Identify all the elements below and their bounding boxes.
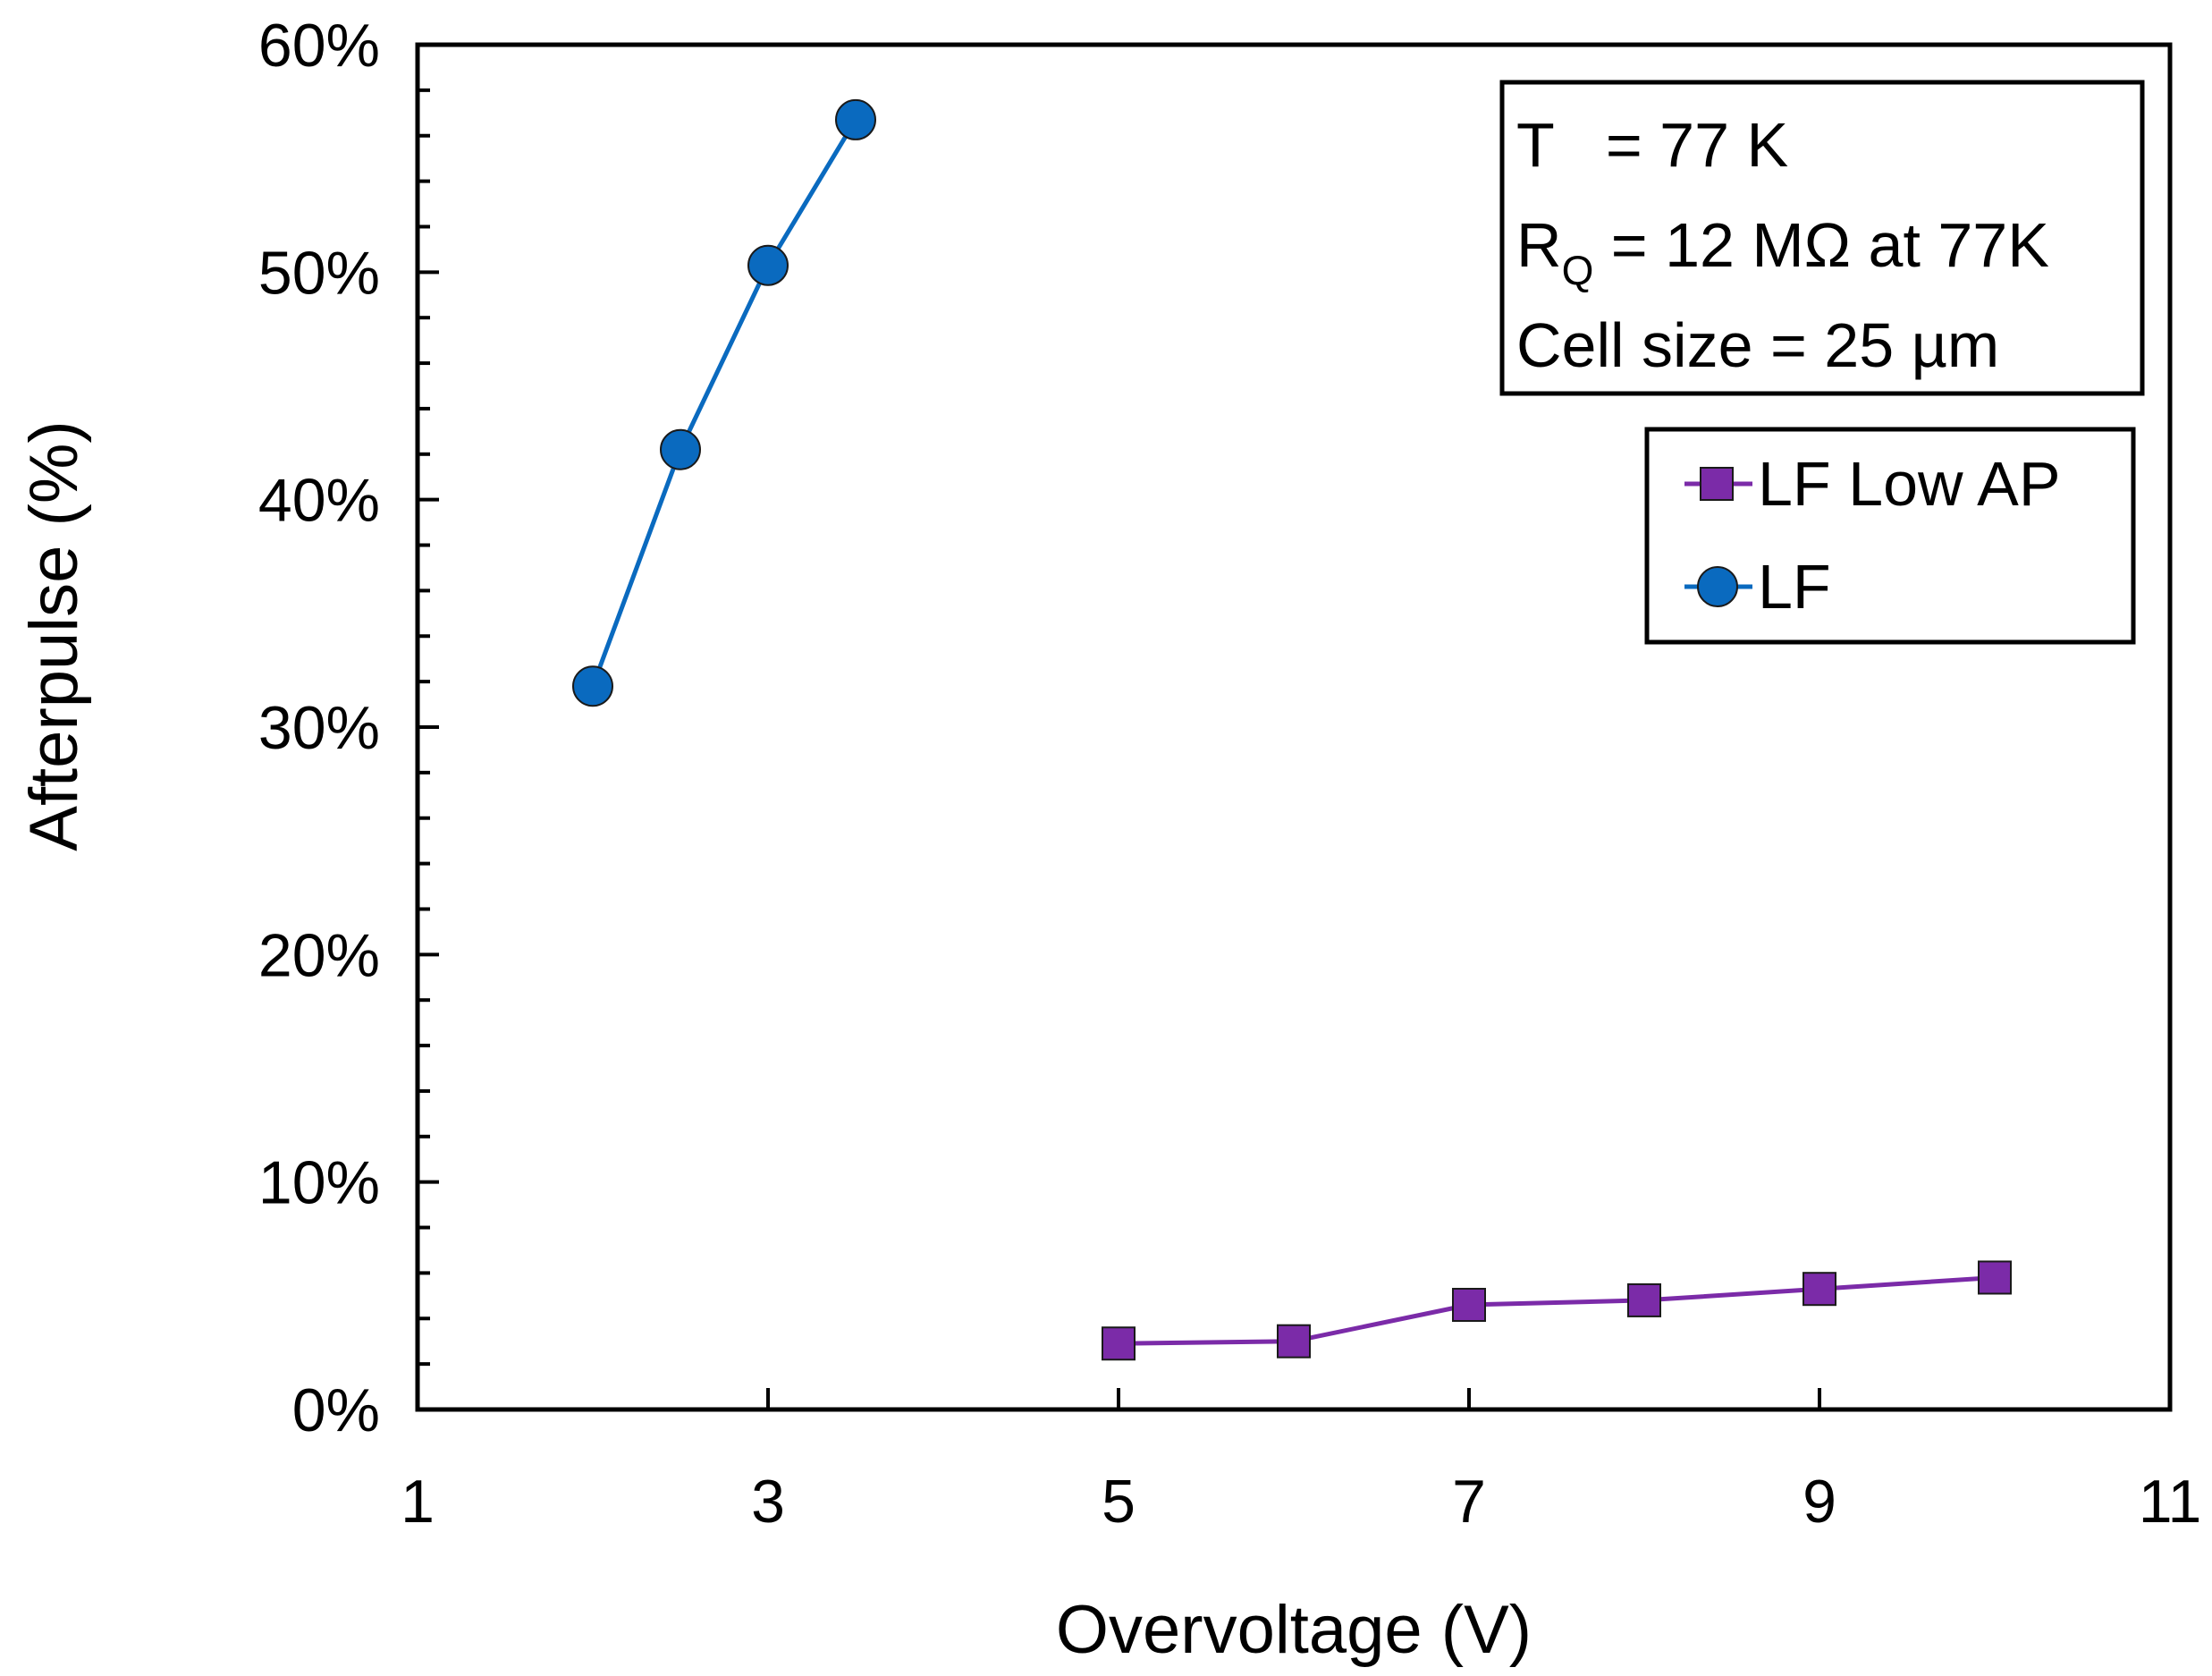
data-point-lf	[572, 665, 613, 707]
y-tick-label: 40%	[258, 467, 380, 535]
series-markers	[572, 98, 2012, 1361]
legend-marker-lf-low-ap	[1700, 467, 1734, 501]
data-point-lf	[660, 428, 701, 470]
info-box: T = 77 K RQ = 12 MΩ at 77K Cell size = 2…	[1499, 80, 2145, 396]
data-point-lf-low-ap	[1102, 1326, 1136, 1361]
y-tick-label: 20%	[258, 921, 380, 989]
data-point-lf-low-ap	[1452, 1288, 1486, 1323]
y-tick-label: 30%	[258, 694, 380, 762]
x-tick-label: 3	[751, 1468, 785, 1536]
legend-label-lf: LF	[1758, 552, 1831, 622]
data-point-lf-low-ap	[1277, 1324, 1311, 1359]
y-axis-title: Afterpulse (%)	[16, 420, 92, 851]
x-tick-label: 5	[1102, 1468, 1136, 1536]
data-point-lf	[835, 98, 876, 140]
x-tick-label: 9	[1803, 1468, 1836, 1536]
x-tick-label: 7	[1452, 1468, 1486, 1536]
y-tick-label: 10%	[258, 1149, 380, 1217]
data-point-lf	[747, 244, 789, 286]
series-lines	[590, 118, 1996, 1346]
legend-entry-lf: LF	[1684, 552, 1831, 622]
y-tick-label: 60%	[258, 12, 380, 80]
data-point-lf-low-ap	[1978, 1260, 2012, 1295]
y-tick-label: 50%	[258, 239, 380, 307]
x-axis-title: Overvoltage (V)	[1056, 1592, 1532, 1668]
legend-marker-lf	[1697, 566, 1738, 607]
legend-entry-lf-low-ap: LF Low AP	[1684, 449, 2061, 519]
info-cell-size: Cell size = 25 µm	[1516, 310, 1999, 380]
legend-frame	[1644, 427, 2136, 645]
legend: LF Low AP LF	[1644, 427, 2136, 645]
x-tick-label: 1	[401, 1468, 435, 1536]
info-temperature: T = 77 K	[1516, 110, 1788, 180]
info-box-frame	[1499, 80, 2145, 396]
data-point-lf-low-ap	[1627, 1282, 1661, 1317]
series-line-lf	[590, 118, 858, 688]
legend-label-lf-low-ap: LF Low AP	[1758, 449, 2061, 519]
x-tick-label: 11	[2139, 1468, 2202, 1536]
info-rq-subscript: Q	[1562, 247, 1594, 293]
series-line-lf-low-ap	[1118, 1274, 1996, 1346]
y-axis-ticks: 0% 10% 20% 30% 40% 50% 60%	[258, 12, 439, 1444]
info-quench-resistance: RQ = 12 MΩ at 77K	[1516, 210, 2049, 293]
x-axis-ticks: 1 3 5 7 9 11	[401, 1388, 2201, 1536]
info-rq-value: = 12 MΩ at 77K	[1593, 210, 2049, 280]
data-point-lf-low-ap	[1803, 1272, 1836, 1307]
y-tick-label: 0%	[292, 1376, 380, 1444]
info-rq-prefix: R	[1516, 210, 1562, 280]
